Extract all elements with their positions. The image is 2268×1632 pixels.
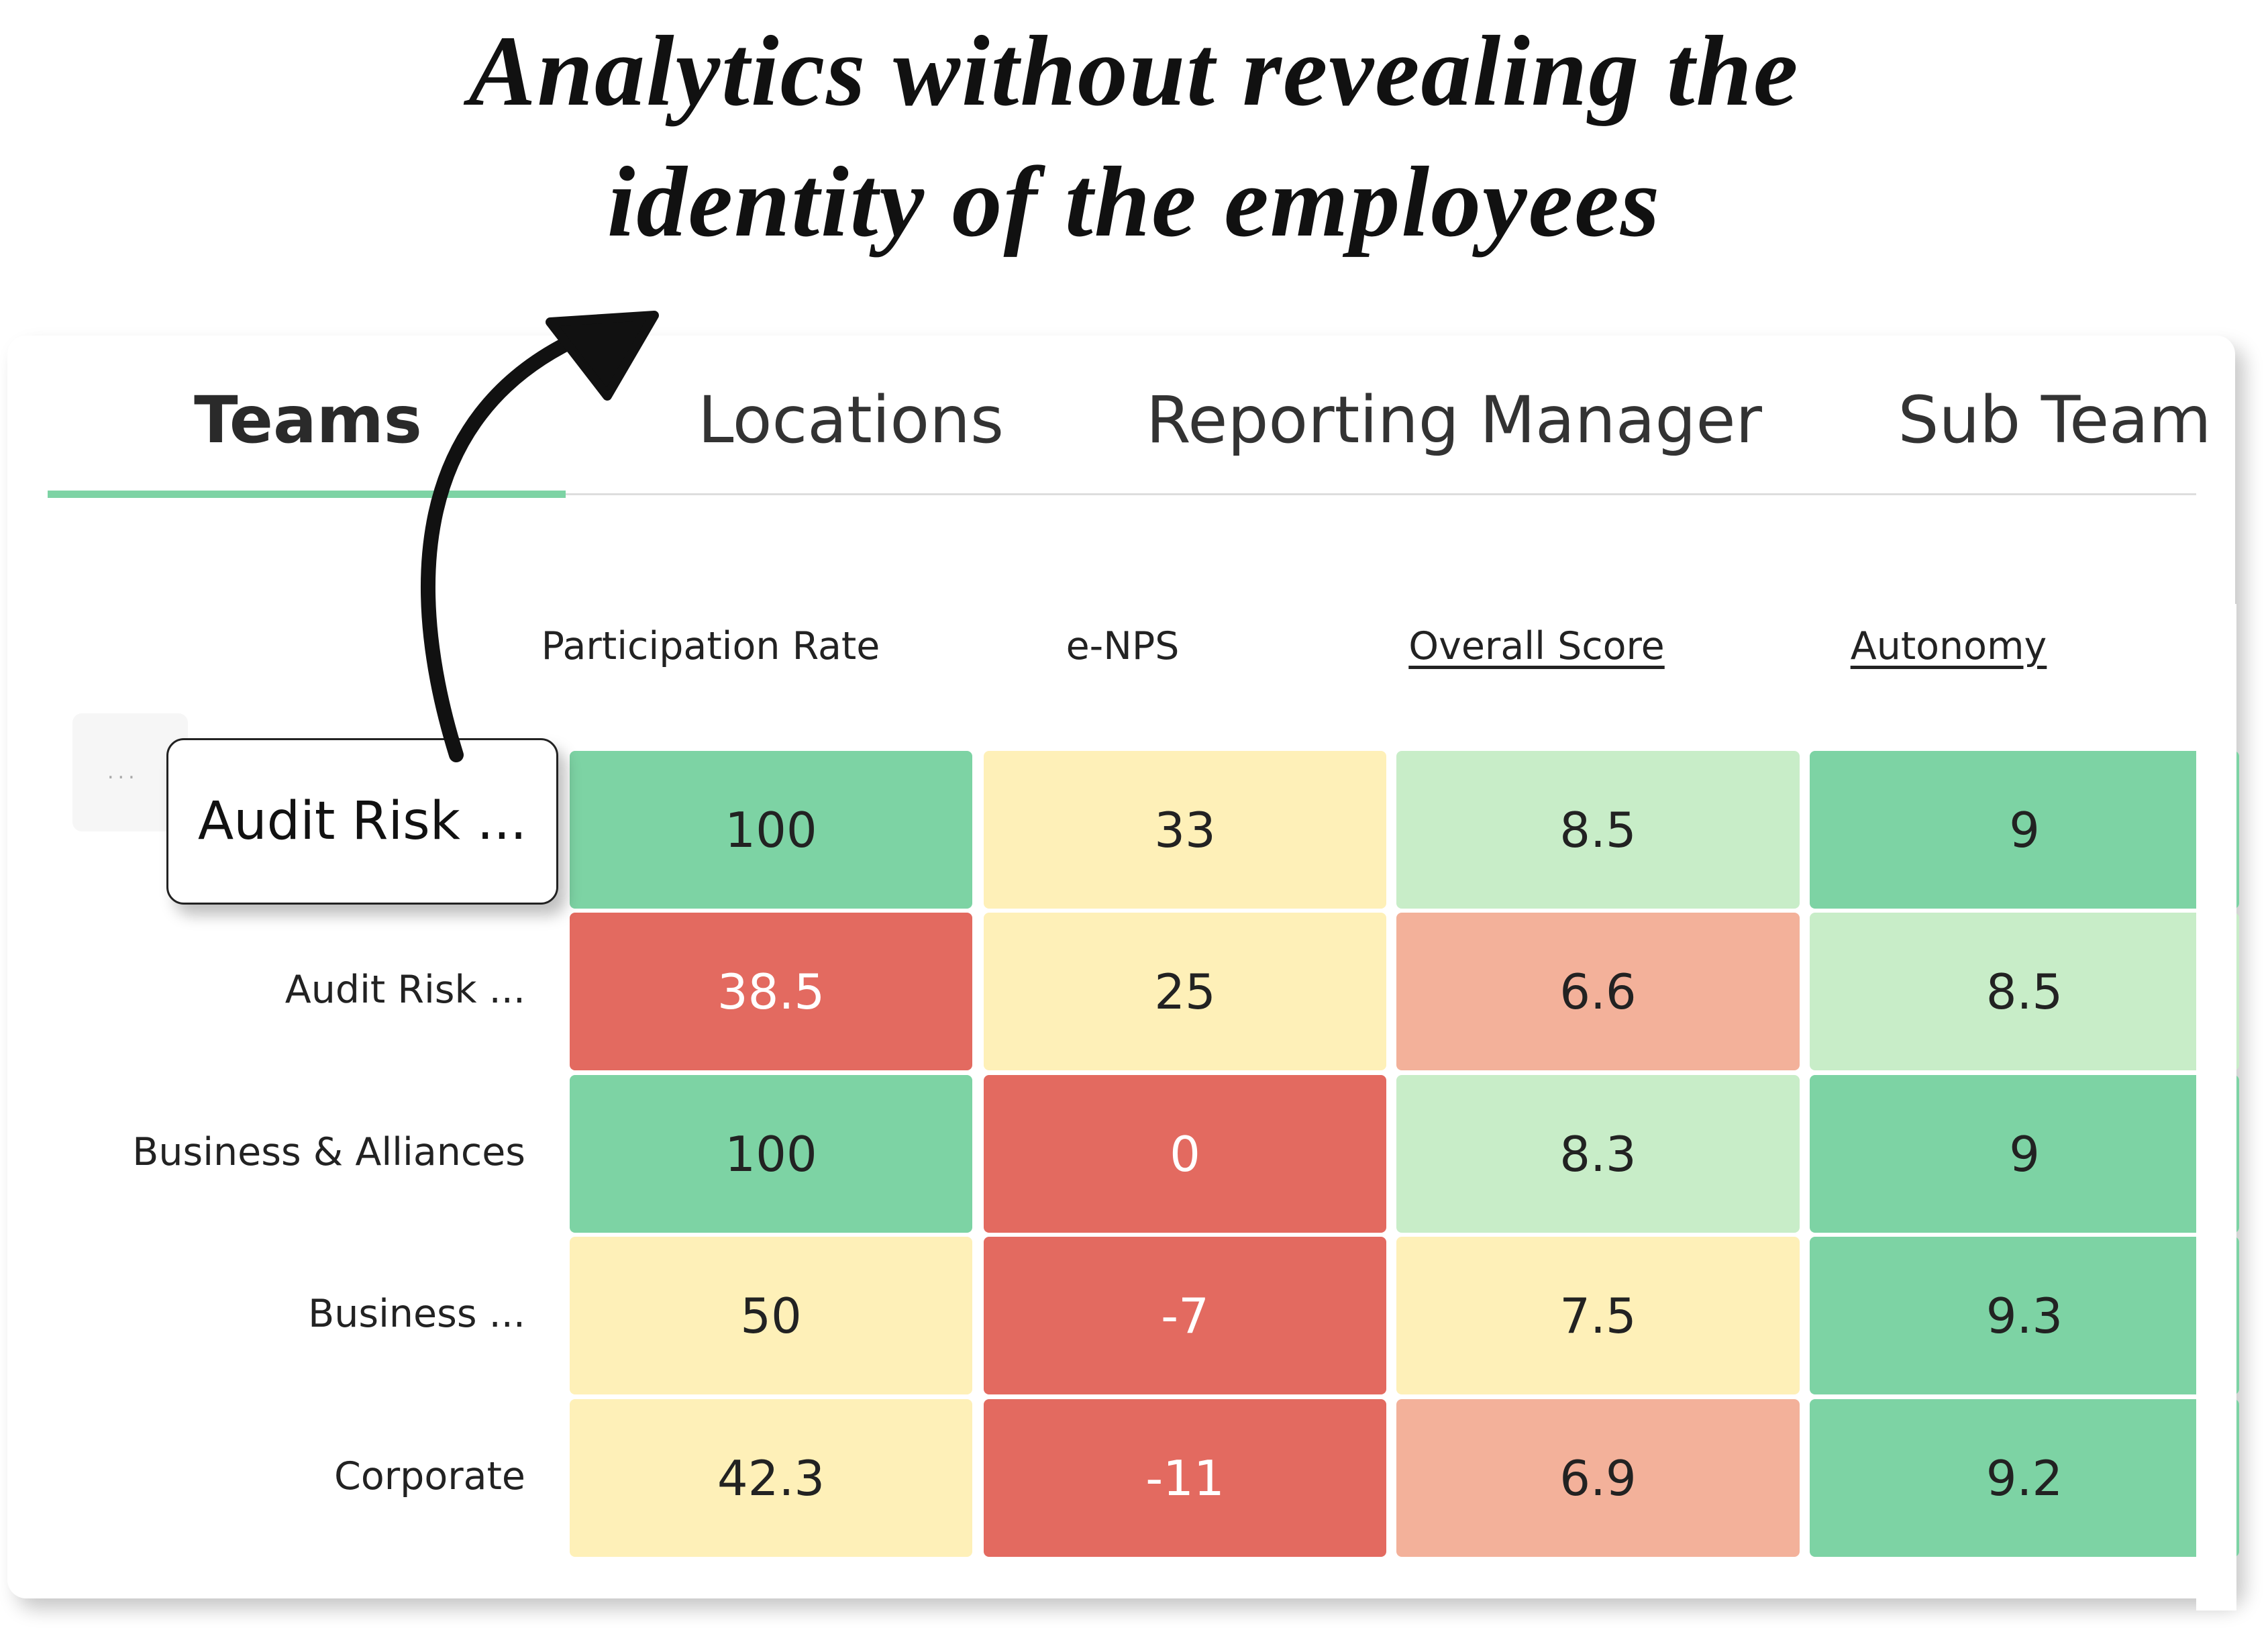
row-label[interactable]: Business ... bbox=[308, 1291, 525, 1336]
column-enps: e-NPS bbox=[1066, 624, 1180, 668]
heatmap-cell[interactable]: 9 bbox=[1810, 751, 2239, 909]
heatmap-cell[interactable]: 100 bbox=[570, 751, 972, 909]
heatmap-cell[interactable]: -11 bbox=[984, 1399, 1386, 1557]
heatmap-cell[interactable]: 7.5 bbox=[1396, 1237, 1800, 1394]
heatmap-cell[interactable]: 100 bbox=[570, 1075, 972, 1233]
heatmap-cell[interactable]: 33 bbox=[984, 751, 1386, 909]
heatmap-cell[interactable]: 6.9 bbox=[1396, 1399, 1800, 1557]
tab-locations[interactable]: Locations bbox=[697, 382, 1004, 458]
tab-sub-team[interactable]: Sub Team bbox=[1898, 382, 2212, 458]
headline-line-1: Analytics without revealing the bbox=[468, 15, 1800, 127]
heatmap-cell[interactable]: 9.2 bbox=[1810, 1399, 2239, 1557]
heatmap-cell[interactable]: 6.6 bbox=[1396, 913, 1800, 1070]
column-autonomy[interactable]: Autonomy bbox=[1850, 624, 2047, 668]
column-overall-score[interactable]: Overall Score bbox=[1408, 624, 1665, 668]
heatmap-cell[interactable]: 42.3 bbox=[570, 1399, 972, 1557]
column-participation-rate: Participation Rate bbox=[541, 624, 880, 668]
row-label[interactable]: Corporate bbox=[334, 1454, 525, 1498]
tab-divider bbox=[48, 493, 2196, 495]
heatmap-cell[interactable]: 8.5 bbox=[1810, 913, 2239, 1070]
active-tab-indicator bbox=[48, 491, 566, 498]
headline-line-2: identity of the employees bbox=[607, 146, 1661, 258]
heatmap-cell[interactable]: 9 bbox=[1810, 1075, 2239, 1233]
more-icon: ... bbox=[107, 760, 139, 784]
tab-teams[interactable]: Teams bbox=[194, 382, 422, 458]
row-label-tooltip: Audit Risk ... bbox=[166, 738, 558, 905]
scroll-clip-edge bbox=[2196, 604, 2236, 1611]
row-label[interactable]: Audit Risk ... bbox=[285, 967, 525, 1012]
heatmap-cell[interactable]: 0 bbox=[984, 1075, 1386, 1233]
heatmap-cell[interactable]: 38.5 bbox=[570, 913, 972, 1070]
heatmap-cell[interactable]: -7 bbox=[984, 1237, 1386, 1394]
heatmap-cell[interactable]: 8.3 bbox=[1396, 1075, 1800, 1233]
tooltip-text: Audit Risk ... bbox=[197, 791, 527, 852]
heatmap-cell[interactable]: 50 bbox=[570, 1237, 972, 1394]
heatmap-cell[interactable]: 9.3 bbox=[1810, 1237, 2239, 1394]
row-label[interactable]: Business & Alliances bbox=[132, 1129, 525, 1174]
tab-reporting-manager[interactable]: Reporting Manager bbox=[1146, 382, 1762, 458]
heatmap-cell[interactable]: 8.5 bbox=[1396, 751, 1800, 909]
heatmap-cell[interactable]: 25 bbox=[984, 913, 1386, 1070]
